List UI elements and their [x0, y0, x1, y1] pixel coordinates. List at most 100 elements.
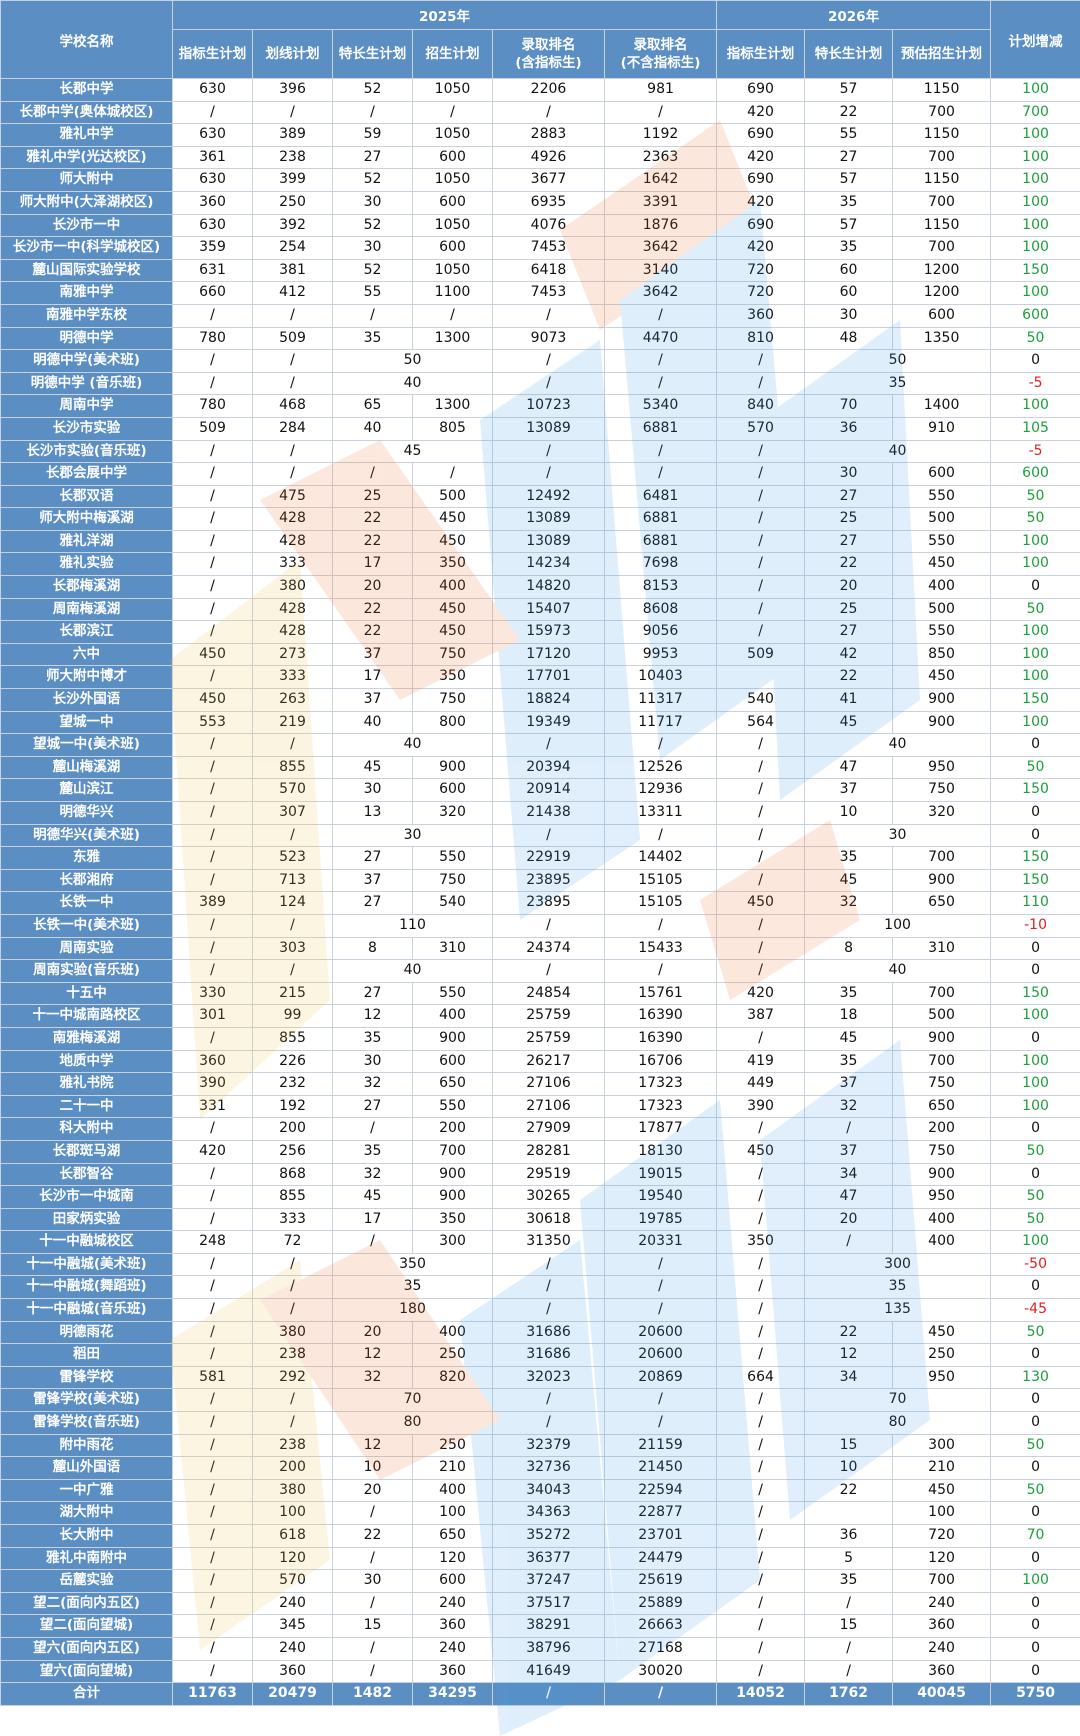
- school-name-cell: 麓山滨江: [0, 778, 173, 802]
- cell-2026-quota: 420: [716, 236, 806, 260]
- total-cell: 1762: [804, 1682, 894, 1706]
- cell-2026-quota: /: [716, 1117, 806, 1141]
- cell-2025-enroll: 1100: [412, 281, 493, 305]
- school-name-cell: 望六(面向内五区): [0, 1636, 173, 1661]
- cell-2026-specialty: 25: [804, 597, 894, 622]
- cell-2025-quota: /: [172, 1478, 253, 1503]
- table-row: 长郡斑马湖 420 256 35 700 28281 18130 450 37 750 50: [0, 1139, 1080, 1164]
- cell-2025-specialty: 45: [332, 1185, 413, 1209]
- school-name-cell: 望二(面向内五区): [0, 1591, 173, 1616]
- cell-2025-quota: /: [172, 1252, 253, 1277]
- cell-2026-specialty-merged: 40: [804, 733, 992, 757]
- cell-2026-estimated: 750: [892, 1072, 992, 1096]
- cell-2026-quota: /: [716, 1433, 806, 1458]
- cell-2026-specialty: 55: [804, 123, 894, 147]
- school-name-cell: 周南实验: [0, 936, 173, 961]
- cell-2025-rank-without-quota: 25889: [603, 1591, 718, 1616]
- cell-2025-cutoff: 333: [252, 552, 333, 577]
- cell-plan-change: 150: [990, 981, 1080, 1006]
- cell-2025-enroll: 400: [412, 1320, 493, 1345]
- cell-2026-estimated: 600: [892, 303, 992, 328]
- total-cell: 40045: [892, 1682, 992, 1706]
- cell-2025-specialty: 25: [332, 484, 413, 509]
- cell-plan-change: 0: [990, 1546, 1080, 1571]
- cell-2026-estimated: 1150: [892, 213, 992, 238]
- cell-2025-specialty: 12: [332, 1343, 413, 1367]
- cell-2025-enroll: 240: [412, 1591, 493, 1616]
- cell-2025-specialty: 17: [332, 665, 413, 690]
- cell-2025-rank-without-quota: /: [603, 439, 718, 464]
- cell-2025-rank-with-quota: /: [492, 913, 605, 938]
- cell-2025-specialty: 22: [332, 529, 413, 554]
- cell-2026-quota: 450: [716, 1139, 806, 1164]
- cell-2025-quota: 630: [172, 123, 253, 147]
- school-name-cell: 周南梅溪湖: [0, 597, 173, 622]
- cell-2025-rank-with-quota: 38796: [492, 1636, 605, 1661]
- cell-2026-specialty: 27: [804, 484, 894, 509]
- cell-2025-rank-without-quota: 20331: [603, 1230, 718, 1254]
- cell-2025-quota: /: [172, 507, 253, 531]
- cell-2025-specialty: 20: [332, 575, 413, 599]
- cell-plan-change: 150: [990, 868, 1080, 893]
- cell-2026-quota: /: [716, 529, 806, 554]
- cell-2026-specialty: 57: [804, 78, 894, 102]
- cell-2025-cutoff: 468: [252, 394, 333, 418]
- cell-plan-change: 100: [990, 1230, 1080, 1254]
- cell-2025-specialty: 20: [332, 1320, 413, 1345]
- cell-2025-enroll: 550: [412, 846, 493, 870]
- cell-2026-estimated: 320: [892, 801, 992, 825]
- table-row: 长沙市一中(科学城校区) 359 254 30 600 7453 3642 420 35 700 1…: [0, 236, 1080, 260]
- cell-2026-estimated: 750: [892, 778, 992, 802]
- cell-plan-change: -5: [990, 371, 1080, 396]
- cell-2025-specialty: /: [332, 100, 413, 125]
- table-row: 周南梅溪湖/428 22 450 15407 8608/25 500 50: [0, 597, 1080, 622]
- cell-plan-change: -50: [990, 1252, 1080, 1277]
- table-row: 师大附中 630 399 52 1050 3677 1642 690 57 1150 100: [0, 168, 1080, 192]
- cell-2025-rank-without-quota: 6881: [603, 529, 718, 554]
- cell-2025-rank-with-quota: 35272: [492, 1524, 605, 1548]
- cell-plan-change: 110: [990, 891, 1080, 915]
- cell-plan-change: 100: [990, 1072, 1080, 1096]
- cell-2026-estimated: 700: [892, 981, 992, 1006]
- table-row: 明德中学 780 509 35 1300 9073 4470 810 48 1350 50: [0, 326, 1080, 351]
- cell-2025-rank-with-quota: /: [492, 462, 605, 486]
- cell-2025-cutoff: 120: [252, 1546, 333, 1571]
- cell-2025-specialty-merged: 40: [332, 959, 493, 983]
- total-cell: /: [603, 1682, 718, 1706]
- cell-2025-rank-without-quota: 1192: [603, 123, 718, 147]
- cell-2026-specialty-merged: 300: [804, 1252, 992, 1277]
- cell-2026-specialty: 22: [804, 552, 894, 577]
- cell-plan-change: 100: [990, 1004, 1080, 1028]
- table-row: 雅礼中南附中/120/120 36377 24479/5 120 0: [0, 1546, 1080, 1571]
- cell-2026-estimated: 1150: [892, 168, 992, 192]
- cell-2026-quota: /: [716, 1207, 806, 1232]
- school-name-cell: 稻田: [0, 1343, 173, 1367]
- cell-plan-change: 100: [990, 236, 1080, 260]
- cell-2026-specialty: 12: [804, 1343, 894, 1367]
- cell-2025-specialty: 13: [332, 801, 413, 825]
- cell-2026-quota: /: [716, 1659, 806, 1684]
- cell-2025-specialty-merged: 110: [332, 913, 493, 938]
- cell-2025-quota: /: [172, 349, 253, 373]
- cell-2025-rank-with-quota: 21438: [492, 801, 605, 825]
- school-name-cell: 长郡滨江: [0, 620, 173, 644]
- cell-2025-cutoff: 570: [252, 778, 333, 802]
- cell-2026-quota: /: [716, 1275, 806, 1300]
- cell-2026-quota: /: [716, 620, 806, 644]
- cell-2026-specialty: 34: [804, 1162, 894, 1187]
- table-row: 雅礼实验/333 17 350 14234 7698/22 450 100: [0, 552, 1080, 577]
- cell-2025-rank-without-quota: /: [603, 823, 718, 848]
- cell-2025-specialty: 40: [332, 710, 413, 735]
- cell-2025-specialty: 55: [332, 281, 413, 305]
- school-name-cell: 十一中城南路校区: [0, 1004, 173, 1028]
- cell-2025-specialty: 27: [332, 891, 413, 915]
- cell-2025-rank-without-quota: 3642: [603, 236, 718, 260]
- cell-2025-rank-with-quota: 14820: [492, 575, 605, 599]
- school-name-cell: 附中雨花: [0, 1433, 173, 1458]
- cell-2025-specialty: 35: [332, 1139, 413, 1164]
- cell-2025-enroll: 600: [412, 190, 493, 215]
- school-name-cell: 东雅: [0, 846, 173, 870]
- cell-2025-cutoff: /: [252, 100, 333, 125]
- cell-2025-quota: /: [172, 1456, 253, 1480]
- cell-2026-estimated: 1200: [892, 281, 992, 305]
